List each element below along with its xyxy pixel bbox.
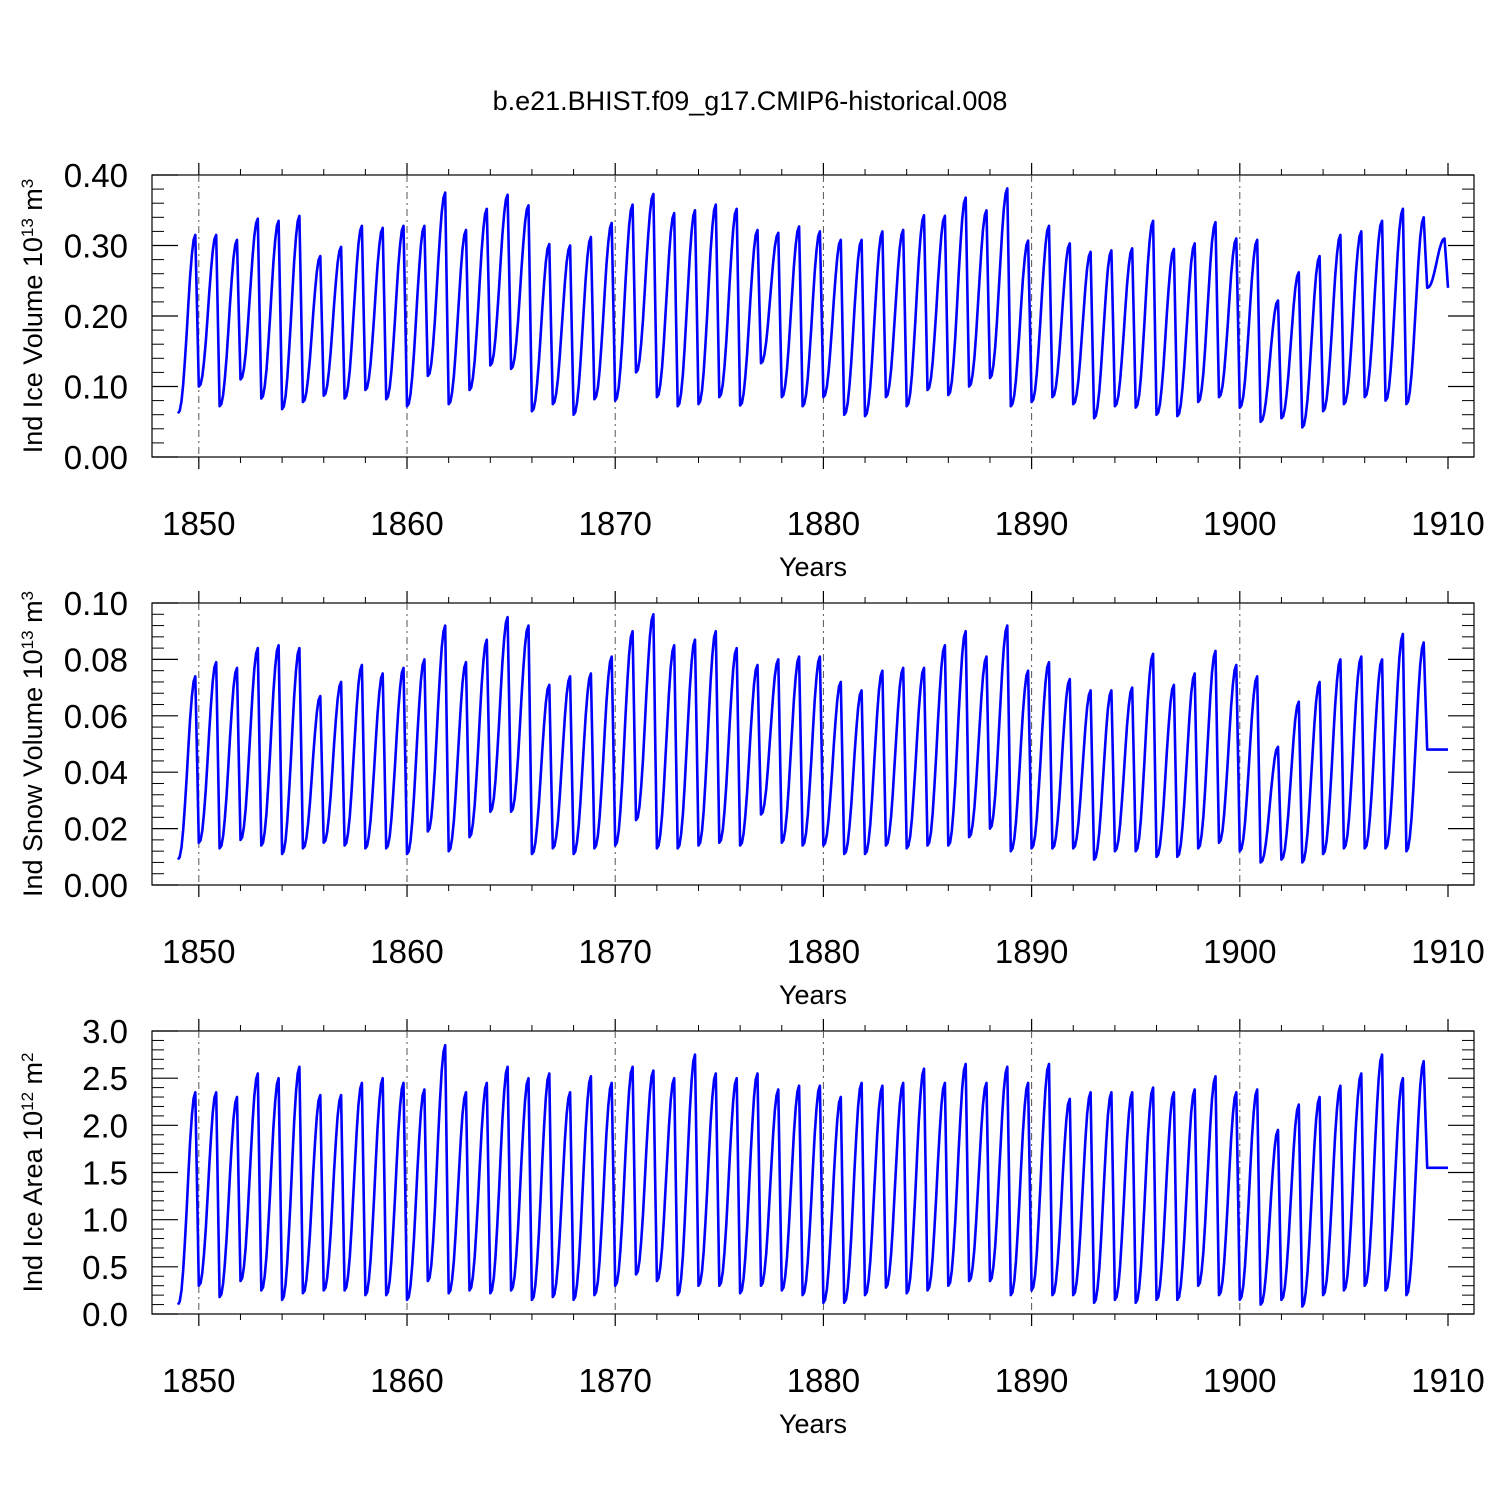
y-axis-title: Ind Ice Volume 1013 m3 — [18, 179, 49, 454]
y-tick-label: 1.5 — [82, 1155, 128, 1192]
y-tick-label: 0.06 — [64, 698, 128, 735]
y-axis-unit-exponent: 2 — [18, 1052, 37, 1061]
y-axis-exponent: 13 — [18, 630, 37, 649]
y-axis-exponent: 12 — [18, 1092, 37, 1111]
x-tick-label: 1880 — [787, 1362, 860, 1399]
x-axis-title: Years — [779, 980, 847, 1010]
x-tick-label: 1870 — [579, 933, 652, 970]
x-tick-label: 1910 — [1411, 933, 1484, 970]
y-tick-label: 0.04 — [64, 754, 128, 791]
x-tick-label: 1870 — [579, 1362, 652, 1399]
x-tick-label: 1860 — [370, 505, 443, 542]
x-tick-label: 1850 — [162, 505, 235, 542]
plot-frame — [151, 602, 1475, 886]
y-axis-exponent: 13 — [18, 218, 37, 237]
x-tick-label: 1860 — [370, 1362, 443, 1399]
y-axis-unit: m — [18, 188, 48, 218]
series-line-snow-volume — [176, 613, 1448, 864]
panels: 1850 1860 1870 1880 1890 1900 1910 0.00 0.10 0.20… — [18, 157, 1485, 1439]
x-tick-label: 1850 — [162, 933, 235, 970]
x-tick-label: 1900 — [1203, 505, 1276, 542]
y-tick-label: 0.10 — [64, 585, 128, 622]
y-tick-label: 1.0 — [82, 1202, 128, 1239]
x-tick-label: 1890 — [995, 1362, 1068, 1399]
y-axis-unit: m — [18, 600, 48, 630]
y-axis-title: Ind Ice Area 1012 m2 — [18, 1052, 49, 1292]
y-tick-label: 2.5 — [82, 1060, 128, 1097]
x-axis-title: Years — [779, 1409, 847, 1439]
y-axis-unit: m — [18, 1062, 48, 1092]
x-tick-label: 1880 — [787, 933, 860, 970]
y-tick-label: 2.0 — [82, 1107, 128, 1144]
panel-snow-volume: 1850 1860 1870 1880 1890 1900 1910 0.00 0.02 0.04… — [18, 585, 1485, 1010]
panel-ice-volume: 1850 1860 1870 1880 1890 1900 1910 0.00 0.10 0.20… — [18, 157, 1485, 582]
y-tick-label: 0.20 — [64, 298, 128, 335]
series-line-ice-volume — [176, 187, 1450, 429]
x-tick-label: 1910 — [1411, 505, 1484, 542]
x-tick-label: 1860 — [370, 933, 443, 970]
series-line-ice-area — [176, 1043, 1448, 1308]
x-tick-label: 1880 — [787, 505, 860, 542]
y-axis-label: Ind Ice Volume 10 — [18, 237, 48, 453]
x-tick-label: 1900 — [1203, 1362, 1276, 1399]
y-tick-label: 0.08 — [64, 641, 128, 678]
x-axis-title: Years — [779, 552, 847, 582]
x-tick-label: 1850 — [162, 1362, 235, 1399]
y-tick-label: 0.30 — [64, 228, 128, 265]
figure-title: b.e21.BHIST.f09_g17.CMIP6-historical.008 — [493, 86, 1008, 116]
y-tick-label: 0.40 — [64, 157, 128, 194]
y-tick-label: 0.00 — [64, 867, 128, 904]
y-tick-label: 0.00 — [64, 439, 128, 476]
y-tick-label: 0.5 — [82, 1249, 128, 1286]
y-axis-label: Ind Ice Area 10 — [18, 1111, 48, 1293]
y-axis-label: Ind Snow Volume 10 — [18, 649, 48, 897]
x-tick-label: 1900 — [1203, 933, 1276, 970]
y-axis-unit-exponent: 3 — [18, 591, 37, 600]
y-tick-label: 0.02 — [64, 811, 128, 848]
y-tick-label: 0.10 — [64, 369, 128, 406]
x-tick-label: 1910 — [1411, 1362, 1484, 1399]
x-tick-label: 1890 — [995, 505, 1068, 542]
y-axis-unit-exponent: 3 — [18, 179, 37, 188]
x-tick-label: 1890 — [995, 933, 1068, 970]
x-tick-label: 1870 — [579, 505, 652, 542]
y-axis-title: Ind Snow Volume 1013 m3 — [18, 591, 49, 897]
y-tick-label: 3.0 — [82, 1013, 128, 1050]
panel-ice-area: 1850 1860 1870 1880 1890 1900 1910 0.0 0.5 1.0 1.5… — [18, 1013, 1485, 1439]
y-tick-label: 0.0 — [82, 1296, 128, 1333]
